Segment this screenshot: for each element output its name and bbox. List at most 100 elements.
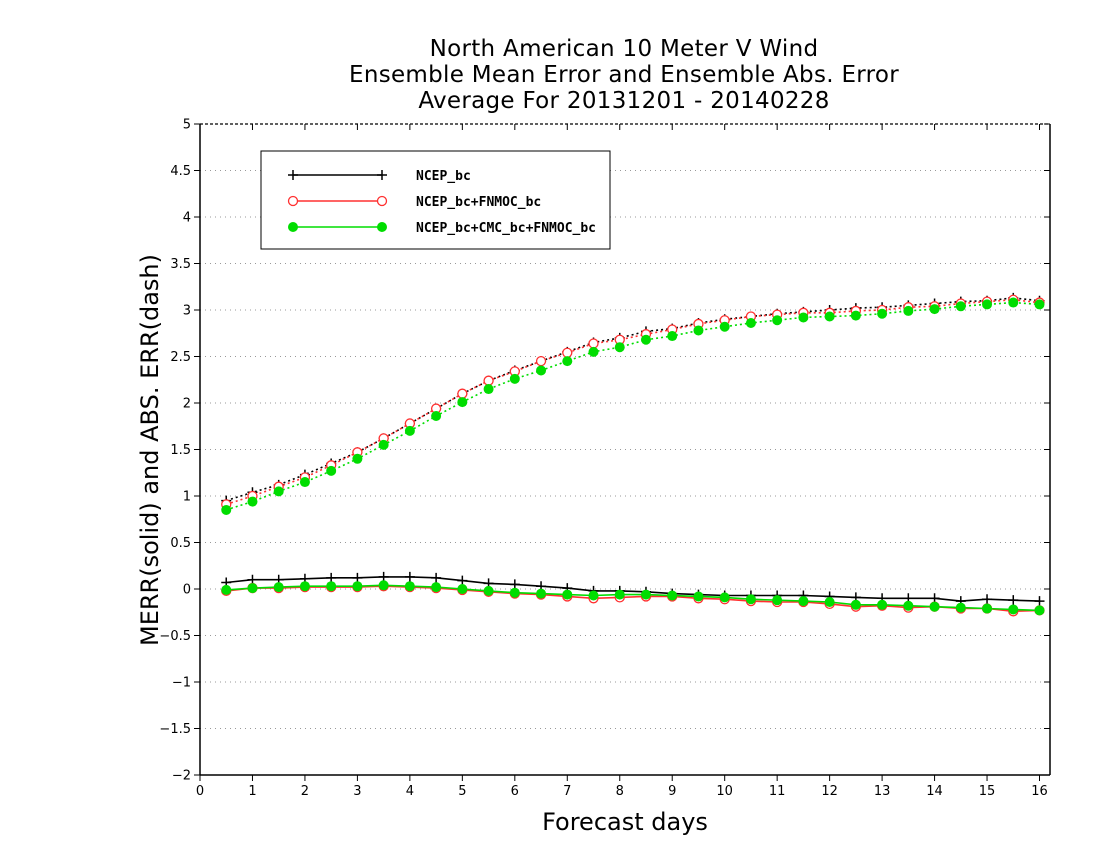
legend-label-0: NCEP_bc (416, 169, 471, 184)
series-1-abs-err-point-12 (535, 355, 547, 367)
series-2-merr-point-9 (457, 584, 468, 594)
legend-label-1: NCEP_bc+FNMOC_bc (416, 195, 541, 210)
series-0-merr-point-8 (431, 572, 442, 583)
series-0-merr-point-5 (352, 572, 363, 583)
y-tick-label-1: −1.5 (159, 722, 191, 737)
series-2-merr-point-5 (352, 581, 363, 592)
y-tick-label-9: 2.5 (170, 350, 191, 365)
series-1-abs-err-line (225, 298, 1040, 506)
x-tick-label-5: 5 (458, 784, 466, 799)
y-tick-label-6: 1 (183, 490, 191, 505)
series-0-merr-point-6 (378, 571, 389, 582)
series-2-abs-err-point-10 (483, 384, 494, 395)
legend-label-2: NCEP_bc+CMC_bc+FNMOC_bc (416, 221, 596, 236)
series-2-merr-point-21 (772, 595, 783, 606)
series-1-abs-err-point-9 (457, 388, 468, 399)
x-tick-label-14: 14 (926, 784, 943, 799)
y-tick-label-8: 2 (183, 397, 191, 412)
series-1-abs-err-point-14 (588, 338, 599, 349)
series-2-abs-err-point-23 (824, 311, 835, 322)
series-0-merr-point-31 (1034, 596, 1045, 607)
series-2-merr-point-27 (929, 601, 940, 612)
chart-title: North American 10 Meter V Wind Ensemble … (0, 36, 1100, 114)
y-tick-label-13: 4.5 (170, 164, 191, 179)
y-axis-label: MERR(solid) and ABS. ERR(dash) (136, 254, 164, 646)
y-tick-label-12: 4 (183, 211, 191, 226)
series-2-merr-point-19 (719, 592, 730, 603)
series-2-abs-err-point-14 (588, 346, 599, 357)
series-2-merr-point-3 (299, 581, 310, 592)
series-2-abs-err-point-16 (640, 334, 651, 345)
legend-box (260, 150, 611, 250)
series-0-merr-point-29 (982, 594, 993, 605)
series-2-merr-point-13 (562, 589, 573, 600)
series-2-abs-err-point-9 (457, 397, 468, 408)
series-2-abs-err-point-26 (903, 305, 914, 316)
legend-marker-start-2 (288, 222, 298, 232)
y-tick-label-7: 1.5 (170, 443, 191, 458)
series-2-abs-err-point-30 (1008, 297, 1019, 308)
series-0-merr-point-9 (457, 575, 468, 586)
x-tick-label-3: 3 (353, 784, 361, 799)
series-2-merr-point-20 (745, 594, 756, 605)
series-2-abs-err-point-8 (431, 411, 442, 422)
y-tick-label-3: −0.5 (159, 629, 191, 644)
series-2-merr-point-6 (378, 580, 389, 591)
series-0-merr-point-11 (509, 579, 520, 590)
series-2-abs-err-point-27 (929, 304, 940, 315)
series-2-abs-err-line (225, 301, 1040, 511)
series-2-merr-point-18 (693, 591, 704, 602)
x-tick-label-2: 2 (301, 784, 309, 799)
series-2-merr-point-28 (955, 602, 966, 613)
series-2-abs-err-point-12 (536, 365, 547, 376)
y-tick-label-4: 0 (183, 583, 191, 598)
series-2-abs-err-point-20 (745, 318, 756, 329)
series-1-abs-err-point-10 (483, 375, 494, 386)
title-line-1: North American 10 Meter V Wind (429, 36, 819, 62)
series-2-abs-err-point-7 (404, 425, 415, 436)
series-2-merr-point-26 (903, 600, 914, 611)
series-2-merr-point-1 (247, 583, 258, 594)
x-tick-label-1: 1 (248, 784, 256, 799)
series-2-merr-point-31 (1034, 605, 1045, 616)
series-0-merr-point-4 (326, 572, 337, 583)
series-2-abs-err-point-28 (955, 301, 966, 312)
series-2-abs-err-point-31 (1034, 299, 1045, 310)
series-2-merr-point-11 (509, 587, 520, 598)
series-0-merr-point-30 (1008, 595, 1019, 606)
series-2-abs-err-point-6 (378, 439, 389, 450)
x-tick-label-8: 8 (616, 784, 624, 799)
series-2-merr-point-25 (877, 599, 888, 610)
x-tick-label-10: 10 (716, 784, 733, 799)
legend-marker-end-0 (377, 170, 387, 180)
y-tick-label-11: 3.5 (170, 257, 191, 272)
y-tick-label-0: −2 (172, 769, 191, 784)
x-axis-label: Forecast days (542, 808, 708, 836)
series-2-merr-point-10 (483, 585, 494, 596)
series-2-abs-err-point-18 (693, 325, 704, 336)
series-2-merr-point-14 (588, 590, 599, 601)
series-2-merr-point-4 (326, 581, 337, 592)
series-2-abs-err-point-2 (273, 486, 284, 497)
series-2-abs-err-point-13 (562, 356, 573, 367)
y-tick-label-5: 0.5 (170, 536, 191, 551)
legend-marker-end-1 (376, 195, 388, 207)
x-tick-label-13: 13 (874, 784, 891, 799)
series-2-abs-err-point-17 (667, 331, 678, 342)
series-2-abs-err-point-22 (798, 312, 809, 323)
series-2-merr-point-2 (273, 582, 284, 593)
series-2-abs-err-point-0 (221, 504, 232, 515)
x-tick-label-7: 7 (563, 784, 571, 799)
series-2-merr-point-22 (798, 596, 809, 607)
series-2-merr-point-7 (404, 581, 415, 592)
series-2-merr-point-0 (221, 584, 232, 595)
title-line-2: Ensemble Mean Error and Ensemble Abs. Er… (348, 62, 900, 88)
x-tick-label-16: 16 (1031, 784, 1048, 799)
series-2-merr-point-30 (1008, 604, 1019, 615)
x-tick-label-12: 12 (821, 784, 838, 799)
series-2-abs-err-point-5 (352, 453, 363, 464)
series-0-abs-err-line (225, 297, 1040, 502)
series-2-abs-err-point-25 (877, 308, 888, 319)
series-2-abs-err-point-21 (772, 315, 783, 326)
